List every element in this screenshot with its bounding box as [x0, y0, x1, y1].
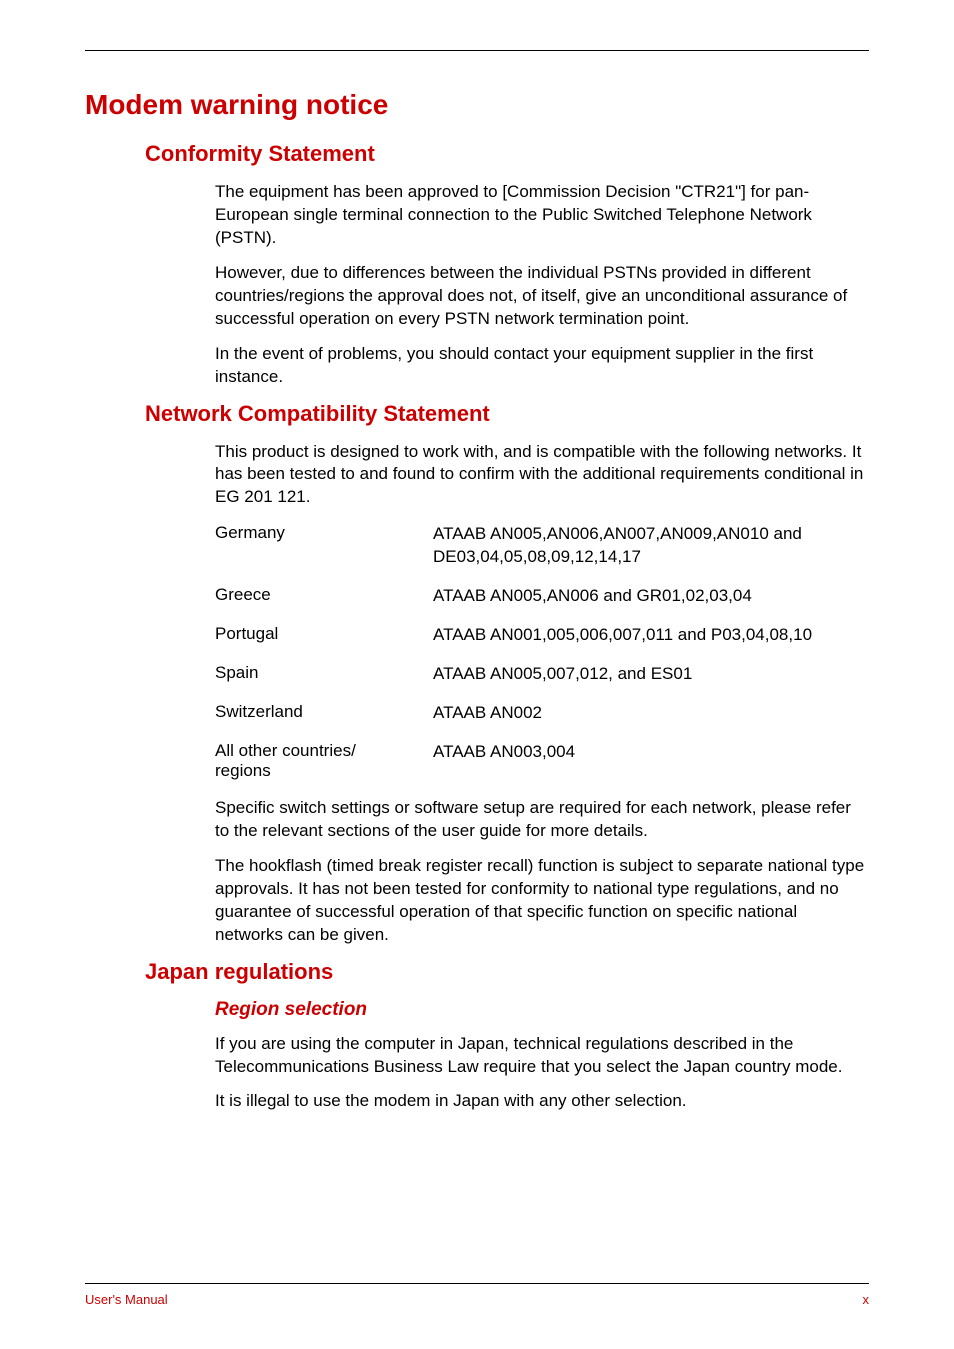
conformity-p3: In the event of problems, you should con…: [215, 343, 869, 389]
country-cell: Portugal: [215, 624, 433, 647]
heading-conformity-statement: Conformity Statement: [145, 141, 869, 167]
heading-region-selection: Region selection: [215, 999, 869, 1021]
footer-rule: [85, 1283, 869, 1284]
value-cell: ATAAB AN005,AN006 and GR01,02,03,04: [433, 585, 752, 608]
footer-left: User's Manual: [85, 1292, 168, 1307]
table-row: Germany ATAAB AN005,AN006,AN007,AN009,AN…: [215, 523, 869, 569]
page-footer: User's Manual x: [85, 1283, 869, 1307]
top-horizontal-rule: [85, 50, 869, 51]
value-cell: ATAAB AN005,AN006,AN007,AN009,AN010 and …: [433, 523, 869, 569]
table-row: Spain ATAAB AN005,007,012, and ES01: [215, 663, 869, 686]
conformity-p1: The equipment has been approved to [Comm…: [215, 181, 869, 250]
country-cell: All other countries/ regions: [215, 741, 433, 781]
country-cell: Greece: [215, 585, 433, 608]
value-cell: ATAAB AN005,007,012, and ES01: [433, 663, 692, 686]
network-compat-after1: Specific switch settings or software set…: [215, 797, 869, 843]
table-row: Greece ATAAB AN005,AN006 and GR01,02,03,…: [215, 585, 869, 608]
value-cell: ATAAB AN001,005,006,007,011 and P03,04,0…: [433, 624, 812, 647]
table-row: All other countries/ regions ATAAB AN003…: [215, 741, 869, 781]
network-compat-intro: This product is designed to work with, a…: [215, 441, 869, 510]
country-cell: Switzerland: [215, 702, 433, 725]
country-cell: Germany: [215, 523, 433, 569]
heading-modem-warning: Modem warning notice: [85, 89, 869, 121]
table-row: Portugal ATAAB AN001,005,006,007,011 and…: [215, 624, 869, 647]
heading-japan-regulations: Japan regulations: [145, 959, 869, 985]
japan-p2: It is illegal to use the modem in Japan …: [215, 1090, 869, 1113]
network-compat-table: Germany ATAAB AN005,AN006,AN007,AN009,AN…: [215, 523, 869, 781]
value-cell: ATAAB AN002: [433, 702, 542, 725]
conformity-p2: However, due to differences between the …: [215, 262, 869, 331]
footer-page-number: x: [863, 1292, 870, 1307]
table-row: Switzerland ATAAB AN002: [215, 702, 869, 725]
value-cell: ATAAB AN003,004: [433, 741, 575, 781]
japan-p1: If you are using the computer in Japan, …: [215, 1033, 869, 1079]
network-compat-after2: The hookflash (timed break register reca…: [215, 855, 869, 947]
heading-network-compatibility: Network Compatibility Statement: [145, 401, 869, 427]
country-cell: Spain: [215, 663, 433, 686]
